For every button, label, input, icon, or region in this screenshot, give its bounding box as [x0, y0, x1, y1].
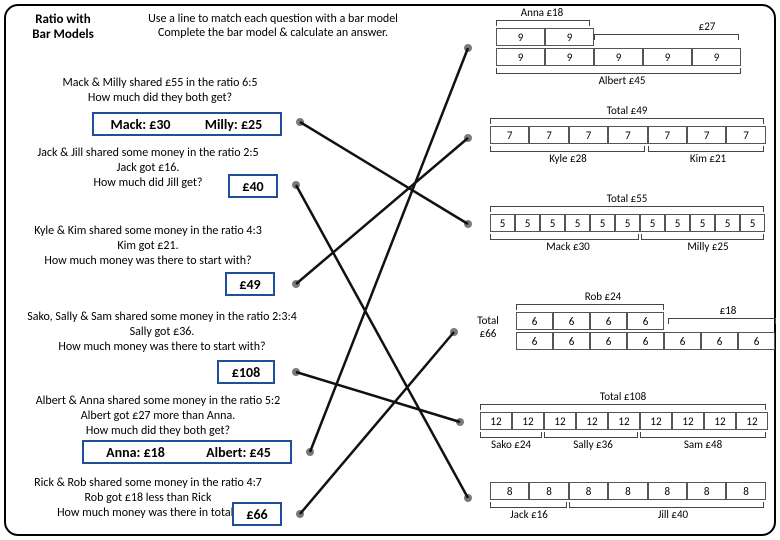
barmodel-3: Total £55 55555555555 Mack £30 Milly £25 — [488, 192, 768, 262]
barmodel-5: Total £108 121212121212121212 Sako £24 S… — [478, 390, 770, 460]
bar-cell: 7 — [490, 126, 529, 144]
question-1: Mack & Milly shared £55 in the ratio 6:5… — [30, 76, 290, 106]
answer-1: Mack: £30 Milly: £25 — [92, 112, 282, 136]
question-5: Albert & Anna shared some money in the r… — [18, 394, 298, 439]
bar-cell: 12 — [640, 412, 672, 430]
answer-5a: Anna: £18 — [84, 442, 187, 462]
bar-cell: 8 — [608, 482, 647, 500]
answer-4: £108 — [217, 360, 275, 384]
bar-cell: 9 — [496, 28, 545, 46]
bar-cell: 12 — [704, 412, 736, 430]
bar-cell: 8 — [490, 482, 529, 500]
bar-cell: 12 — [576, 412, 608, 430]
bar-cell: 5 — [640, 214, 665, 232]
bar-cell: 5 — [690, 214, 715, 232]
bar-cell: 7 — [687, 126, 726, 144]
bar-cell: 9 — [496, 48, 545, 66]
bar-cell: 7 — [608, 126, 647, 144]
bar-cell: 6 — [627, 312, 664, 330]
bar-cell: 7 — [529, 126, 568, 144]
bar-cell: 9 — [545, 28, 594, 46]
bar-cell: 8 — [726, 482, 765, 500]
answer-1b: Milly: £25 — [187, 114, 280, 134]
bar-cell: 5 — [490, 214, 515, 232]
bar-cell: 8 — [648, 482, 687, 500]
bar-cell: 12 — [736, 412, 768, 430]
bar-cell: 5 — [715, 214, 740, 232]
barmodel-1: Anna £18 £27 99 99999 Albert £45 — [492, 6, 760, 86]
answer-1a: Mack: £30 — [94, 114, 187, 134]
bar-cell: 6 — [627, 332, 664, 350]
bar-cell: 5 — [740, 214, 765, 232]
bar-cell: 6 — [590, 332, 627, 350]
bar-cell: 6 — [664, 332, 701, 350]
bar-cell: 12 — [480, 412, 512, 430]
answer-5: Anna: £18 Albert: £45 — [82, 440, 292, 464]
bar-cell: 5 — [665, 214, 690, 232]
bar-cell: 9 — [594, 48, 643, 66]
answer-6: £66 — [232, 502, 282, 526]
bar-cell: 9 — [692, 48, 741, 66]
bar-cell: 8 — [687, 482, 726, 500]
bar-cell: 9 — [545, 48, 594, 66]
bar-cell: 9 — [643, 48, 692, 66]
page-subtitle: Use a line to match each question with a… — [118, 12, 428, 40]
bar-cell: 6 — [590, 312, 627, 330]
question-3: Kyle & Kim shared some money in the rati… — [18, 224, 278, 269]
bar-cell: 12 — [512, 412, 544, 430]
answer-5b: Albert: £45 — [187, 442, 290, 462]
answer-2: £40 — [228, 174, 278, 198]
bar-cell: 8 — [529, 482, 568, 500]
bar-cell: 7 — [569, 126, 608, 144]
page-title: Ratio with Bar Models — [18, 12, 108, 42]
bar-cell: 5 — [615, 214, 640, 232]
bar-cell: 6 — [553, 312, 590, 330]
barmodel-2: Total £49 7777777 Kyle £28 Kim £21 — [488, 104, 768, 174]
bar-cell: 5 — [515, 214, 540, 232]
bar-cell: 6 — [553, 332, 590, 350]
answer-3: £49 — [225, 272, 275, 296]
bar-cell: 7 — [726, 126, 765, 144]
bar-cell: 6 — [738, 332, 775, 350]
bar-cell: 12 — [544, 412, 576, 430]
bar-cell: 5 — [540, 214, 565, 232]
barmodel-4: Rob £24 £18 Total £66 6666 6666666 — [468, 290, 768, 370]
bar-cell: 6 — [516, 332, 553, 350]
bar-cell: 6 — [701, 332, 738, 350]
barmodel-6: 8888888 Jack £16 Jill £40 — [488, 478, 768, 534]
bar-cell: 12 — [672, 412, 704, 430]
question-4: Sako, Sally & Sam shared some money in t… — [12, 310, 312, 355]
bar-cell: 7 — [648, 126, 687, 144]
bar-cell: 12 — [608, 412, 640, 430]
bar-cell: 8 — [569, 482, 608, 500]
bar-cell: 6 — [516, 312, 553, 330]
bar-cell: 5 — [590, 214, 615, 232]
bar-cell: 5 — [565, 214, 590, 232]
